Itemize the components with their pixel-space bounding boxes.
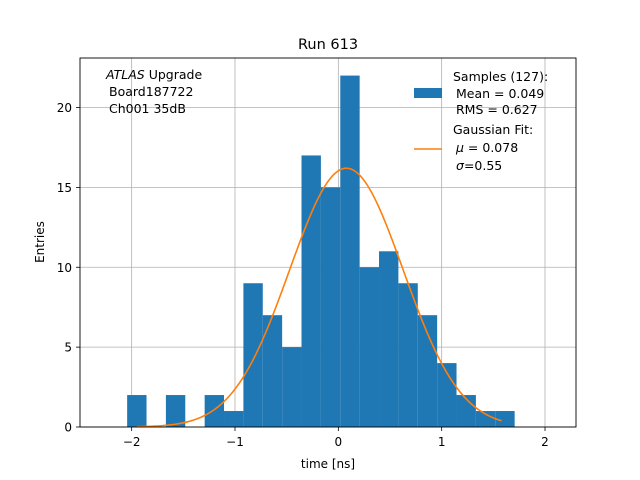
- y-tick-label: 10: [57, 261, 72, 275]
- y-tick-label: 20: [57, 101, 72, 115]
- legend-samples-rms: RMS = 0.627: [456, 102, 538, 117]
- histogram-bar: [165, 395, 186, 427]
- histogram-bar: [243, 283, 263, 427]
- chart-title: Run 613: [298, 37, 358, 53]
- histogram-bar: [475, 411, 496, 427]
- legend-fit-sigma-value: =0.55: [464, 158, 502, 173]
- legend-fit-mu-value: = 0.078: [464, 140, 518, 155]
- legend-samples-swatch: [414, 88, 442, 98]
- atlas-label: ATLAS: [105, 67, 145, 82]
- upgrade-label: Upgrade: [149, 67, 203, 82]
- x-tick-label: −1: [226, 435, 244, 449]
- histogram-bar: [359, 267, 380, 427]
- svg-text:ATLAS Upgrade: ATLAS Upgrade: [105, 67, 202, 82]
- histogram-bar: [379, 251, 399, 427]
- svg-text:μ = 0.078: μ = 0.078: [455, 140, 518, 155]
- atlas-annotation: ATLAS Upgrade Board187722 Ch001 35dB: [105, 67, 202, 116]
- histogram-bar: [495, 411, 515, 427]
- x-tick-label: 0: [335, 435, 343, 449]
- x-tick-label: −2: [123, 435, 141, 449]
- y-tick-label: 0: [64, 421, 72, 435]
- channel-label: Ch001 35dB: [109, 101, 186, 116]
- legend-fit-sigma-symbol: σ: [456, 158, 465, 173]
- histogram-bars: [127, 75, 515, 428]
- gaussian-fit-curve: [136, 167, 502, 428]
- histogram-bar: [262, 315, 283, 427]
- histogram-bar: [282, 347, 302, 427]
- y-tick-label: 15: [57, 181, 72, 195]
- histogram-bar: [340, 75, 360, 428]
- plot-frame: [79, 57, 577, 428]
- x-tick-label: 2: [541, 435, 549, 449]
- x-axis-label: time [ns]: [301, 457, 355, 471]
- histogram-bar: [301, 155, 321, 427]
- legend-fit-mu-symbol: μ: [455, 140, 464, 155]
- legend-samples-title: Samples (127):: [453, 69, 548, 84]
- histogram-bar: [127, 395, 147, 427]
- x-axis-ticks: −2 −1 0 1 2: [123, 427, 549, 449]
- histogram-bar: [204, 395, 225, 427]
- legend-samples-mean: Mean = 0.049: [456, 86, 544, 101]
- histogram-bar: [398, 283, 418, 427]
- y-axis-label: Entries: [33, 221, 47, 263]
- histogram-bar: [320, 187, 341, 427]
- histogram-bar: [224, 411, 244, 427]
- svg-text:σ=0.55: σ=0.55: [456, 158, 502, 173]
- legend: Samples (127): Mean = 0.049 RMS = 0.627 …: [414, 69, 548, 173]
- y-axis-ticks: 0 5 10 15 20: [57, 101, 80, 435]
- x-tick-label: 1: [438, 435, 446, 449]
- legend-fit-title: Gaussian Fit:: [453, 122, 533, 137]
- y-tick-label: 5: [64, 341, 72, 355]
- board-label: Board187722: [109, 84, 193, 99]
